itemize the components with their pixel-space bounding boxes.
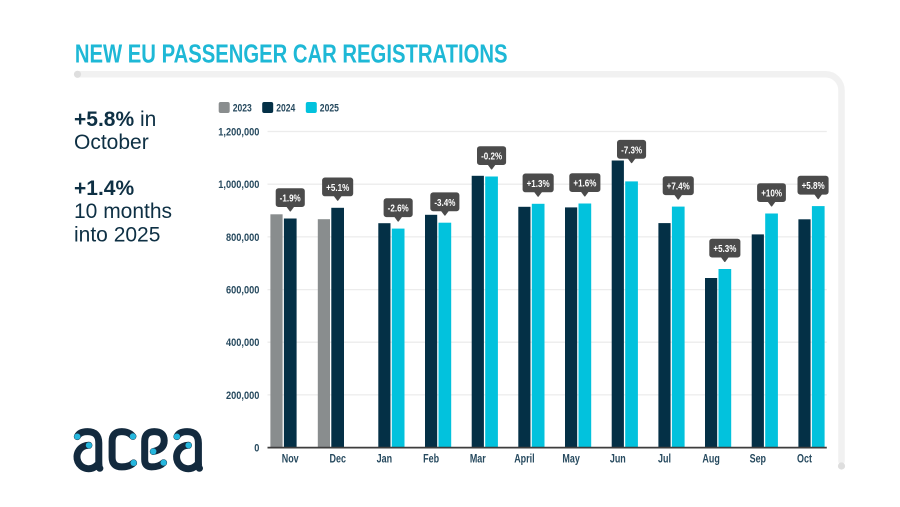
svg-text:-1.9%: -1.9%: [280, 193, 301, 204]
svg-text:NEW EU PASSENGER CAR REGISTRAT: NEW EU PASSENGER CAR REGISTRATIONS: [75, 39, 508, 68]
svg-text:Dec: Dec: [329, 454, 346, 466]
svg-text:+1.3%: +1.3%: [527, 178, 550, 189]
svg-text:1,000,000: 1,000,000: [218, 180, 259, 192]
svg-text:-0.2%: -0.2%: [481, 151, 502, 162]
svg-text:+10%: +10%: [761, 188, 782, 199]
svg-text:-3.4%: -3.4%: [434, 197, 455, 208]
svg-text:into 2025: into 2025: [74, 224, 160, 247]
svg-text:Jun: Jun: [610, 454, 626, 466]
svg-text:+5.8% in: +5.8% in: [74, 108, 156, 131]
svg-text:+5.1%: +5.1%: [326, 182, 349, 193]
svg-text:Jan: Jan: [377, 454, 392, 466]
svg-text:Nov: Nov: [282, 454, 299, 466]
svg-text:+5.3%: +5.3%: [713, 243, 736, 254]
svg-text:-2.6%: -2.6%: [388, 203, 409, 214]
svg-text:0: 0: [254, 443, 259, 455]
svg-text:2025: 2025: [320, 103, 340, 115]
svg-text:2024: 2024: [276, 103, 296, 115]
svg-text:200,000: 200,000: [226, 390, 260, 402]
svg-text:800,000: 800,000: [226, 232, 260, 244]
svg-text:October: October: [74, 131, 149, 154]
svg-text:-7.3%: -7.3%: [621, 144, 642, 155]
svg-text:April: April: [514, 454, 535, 466]
svg-text:Sep: Sep: [750, 454, 766, 466]
svg-text:Aug: Aug: [702, 454, 719, 466]
svg-text:600,000: 600,000: [226, 285, 260, 297]
svg-text:+1.6%: +1.6%: [573, 178, 596, 189]
svg-text:1,200,000: 1,200,000: [218, 127, 259, 139]
svg-text:+7.4%: +7.4%: [667, 181, 690, 192]
svg-text:+1.4%: +1.4%: [74, 177, 134, 200]
svg-text:400,000: 400,000: [226, 338, 260, 350]
svg-text:Feb: Feb: [423, 454, 439, 466]
svg-text:2023: 2023: [233, 103, 253, 115]
svg-text:+5.8%: +5.8%: [802, 180, 825, 191]
svg-text:Oct: Oct: [797, 454, 812, 466]
svg-text:May: May: [562, 454, 580, 466]
svg-text:10 months: 10 months: [74, 200, 172, 223]
svg-text:Jul: Jul: [658, 454, 671, 466]
svg-text:Mar: Mar: [470, 454, 486, 466]
